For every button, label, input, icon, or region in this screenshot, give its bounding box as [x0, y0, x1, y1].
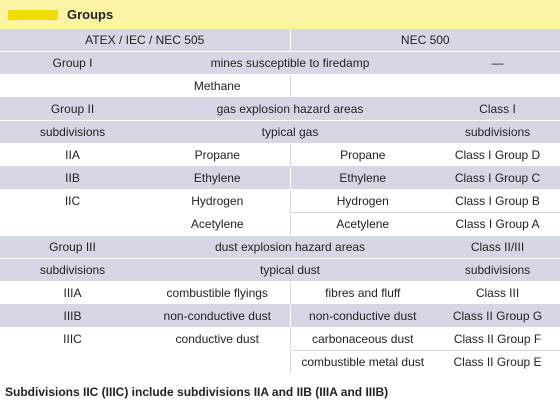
nec-example: Acetylene [289, 212, 435, 236]
subdivision: IIIC [0, 327, 145, 351]
iec-example: Acetylene [145, 212, 290, 236]
nec-group: Class I Group D [435, 143, 560, 167]
nec-group: Class I Group C [435, 166, 560, 190]
column-header-row: ATEX / IEC / NEC 505 NEC 500 [0, 29, 560, 52]
iec-example: Ethylene [145, 166, 290, 190]
table-row: Methane [0, 74, 560, 98]
table-row: combustible metal dust Class II Group E [0, 350, 560, 374]
footnote: Subdivisions IIC (IIIC) include subdivis… [5, 385, 389, 399]
table-row: IIC Hydrogen Hydrogen Class I Group B [0, 189, 560, 213]
typical-label: typical gas [145, 120, 435, 144]
nec-group: Class II Group E [435, 350, 560, 374]
group-description: mines susceptible to firedamp [145, 51, 435, 75]
page-title: Groups [67, 7, 114, 22]
nec-class: Class II/III [435, 235, 560, 259]
typical-label: typical dust [145, 258, 435, 282]
iec-example: Propane [145, 143, 290, 167]
table-row: subdivisions typical dust subdivisions [0, 258, 560, 282]
nec-example: Propane [289, 143, 435, 167]
subdivision: IIIB [0, 304, 145, 328]
group-name: Group III [0, 235, 145, 259]
nec-example: carbonaceous dust [289, 327, 435, 351]
table-row: IIIB non-conductive dust non-conductive … [0, 304, 560, 328]
yellow-swatch-icon [8, 10, 58, 20]
table-row: Group II gas explosion hazard areas Clas… [0, 97, 560, 121]
nec-example: Ethylene [289, 166, 435, 190]
nec-subdivisions-label: subdivisions [435, 120, 560, 144]
group-name: Group I [0, 51, 145, 75]
nec-class: — [435, 51, 560, 75]
column-header-nec500: NEC 500 [289, 29, 560, 52]
subdivisions-label: subdivisions [0, 258, 145, 282]
groups-table: ATEX / IEC / NEC 505 NEC 500 Group I min… [0, 29, 560, 374]
nec-group: Class III [435, 281, 560, 305]
iec-example: Hydrogen [145, 189, 290, 213]
table-row: Group III dust explosion hazard areas Cl… [0, 235, 560, 259]
nec-example: non-conductive dust [289, 304, 435, 328]
nec-class: Class I [435, 97, 560, 121]
table-row: IIA Propane Propane Class I Group D [0, 143, 560, 167]
iec-example: conductive dust [145, 327, 290, 351]
table-header-bar: Groups [0, 0, 560, 29]
group-description: dust explosion hazard areas [145, 235, 435, 259]
table-row: IIIA combustible flyings fibres and fluf… [0, 281, 560, 305]
table-row: IIIC conductive dust carbonaceous dust C… [0, 327, 560, 351]
subdivision: IIC [0, 189, 145, 213]
subdivision: IIIA [0, 281, 145, 305]
gas-name: Methane [145, 74, 290, 98]
table-row: Group I mines susceptible to firedamp — [0, 51, 560, 75]
subdivision: IIA [0, 143, 145, 167]
nec-subdivisions-label: subdivisions [435, 258, 560, 282]
table-row: IIB Ethylene Ethylene Class I Group C [0, 166, 560, 190]
subdivision: IIB [0, 166, 145, 190]
nec-example: combustible metal dust [289, 350, 435, 374]
column-header-atex: ATEX / IEC / NEC 505 [0, 29, 290, 52]
nec-example: fibres and fluff [289, 281, 435, 305]
table-row: Acetylene Acetylene Class I Group A [0, 212, 560, 236]
nec-group: Class I Group B [435, 189, 560, 213]
group-name: Group II [0, 97, 145, 121]
nec-example: Hydrogen [289, 189, 435, 213]
iec-example: non-conductive dust [145, 304, 290, 328]
nec-group: Class I Group A [435, 212, 560, 236]
nec-group: Class II Group G [435, 304, 560, 328]
nec-group: Class II Group F [435, 327, 560, 351]
table-row: subdivisions typical gas subdivisions [0, 120, 560, 144]
subdivisions-label: subdivisions [0, 120, 145, 144]
iec-example: combustible flyings [145, 281, 290, 305]
group-description: gas explosion hazard areas [145, 97, 435, 121]
